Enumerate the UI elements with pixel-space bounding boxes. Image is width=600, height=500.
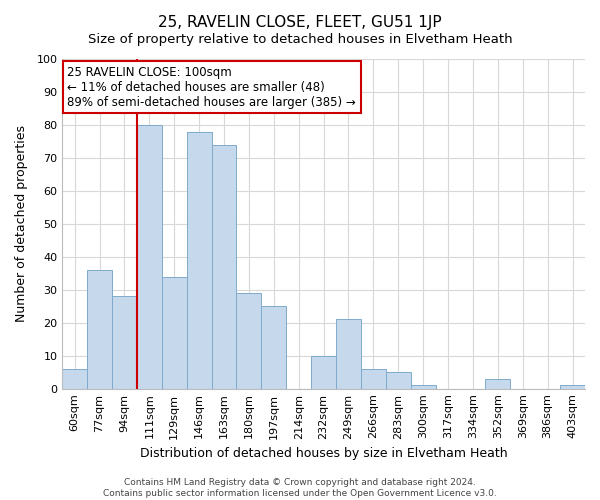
Bar [212,144,236,388]
Bar [386,372,411,388]
Bar [137,125,162,388]
Y-axis label: Number of detached properties: Number of detached properties [15,126,28,322]
Bar [485,379,511,388]
Bar [187,132,212,388]
Text: Contains HM Land Registry data © Crown copyright and database right 2024.
Contai: Contains HM Land Registry data © Crown c… [103,478,497,498]
Bar [336,320,361,388]
Text: Size of property relative to detached houses in Elvetham Heath: Size of property relative to detached ho… [88,32,512,46]
X-axis label: Distribution of detached houses by size in Elvetham Heath: Distribution of detached houses by size … [140,447,508,460]
Bar [311,356,336,388]
Bar [112,296,137,388]
Bar [560,386,585,388]
Bar [262,306,286,388]
Text: 25 RAVELIN CLOSE: 100sqm
← 11% of detached houses are smaller (48)
89% of semi-d: 25 RAVELIN CLOSE: 100sqm ← 11% of detach… [67,66,356,108]
Bar [361,369,386,388]
Bar [62,369,87,388]
Bar [162,276,187,388]
Text: 25, RAVELIN CLOSE, FLEET, GU51 1JP: 25, RAVELIN CLOSE, FLEET, GU51 1JP [158,15,442,30]
Bar [411,386,436,388]
Bar [87,270,112,388]
Bar [236,293,262,388]
